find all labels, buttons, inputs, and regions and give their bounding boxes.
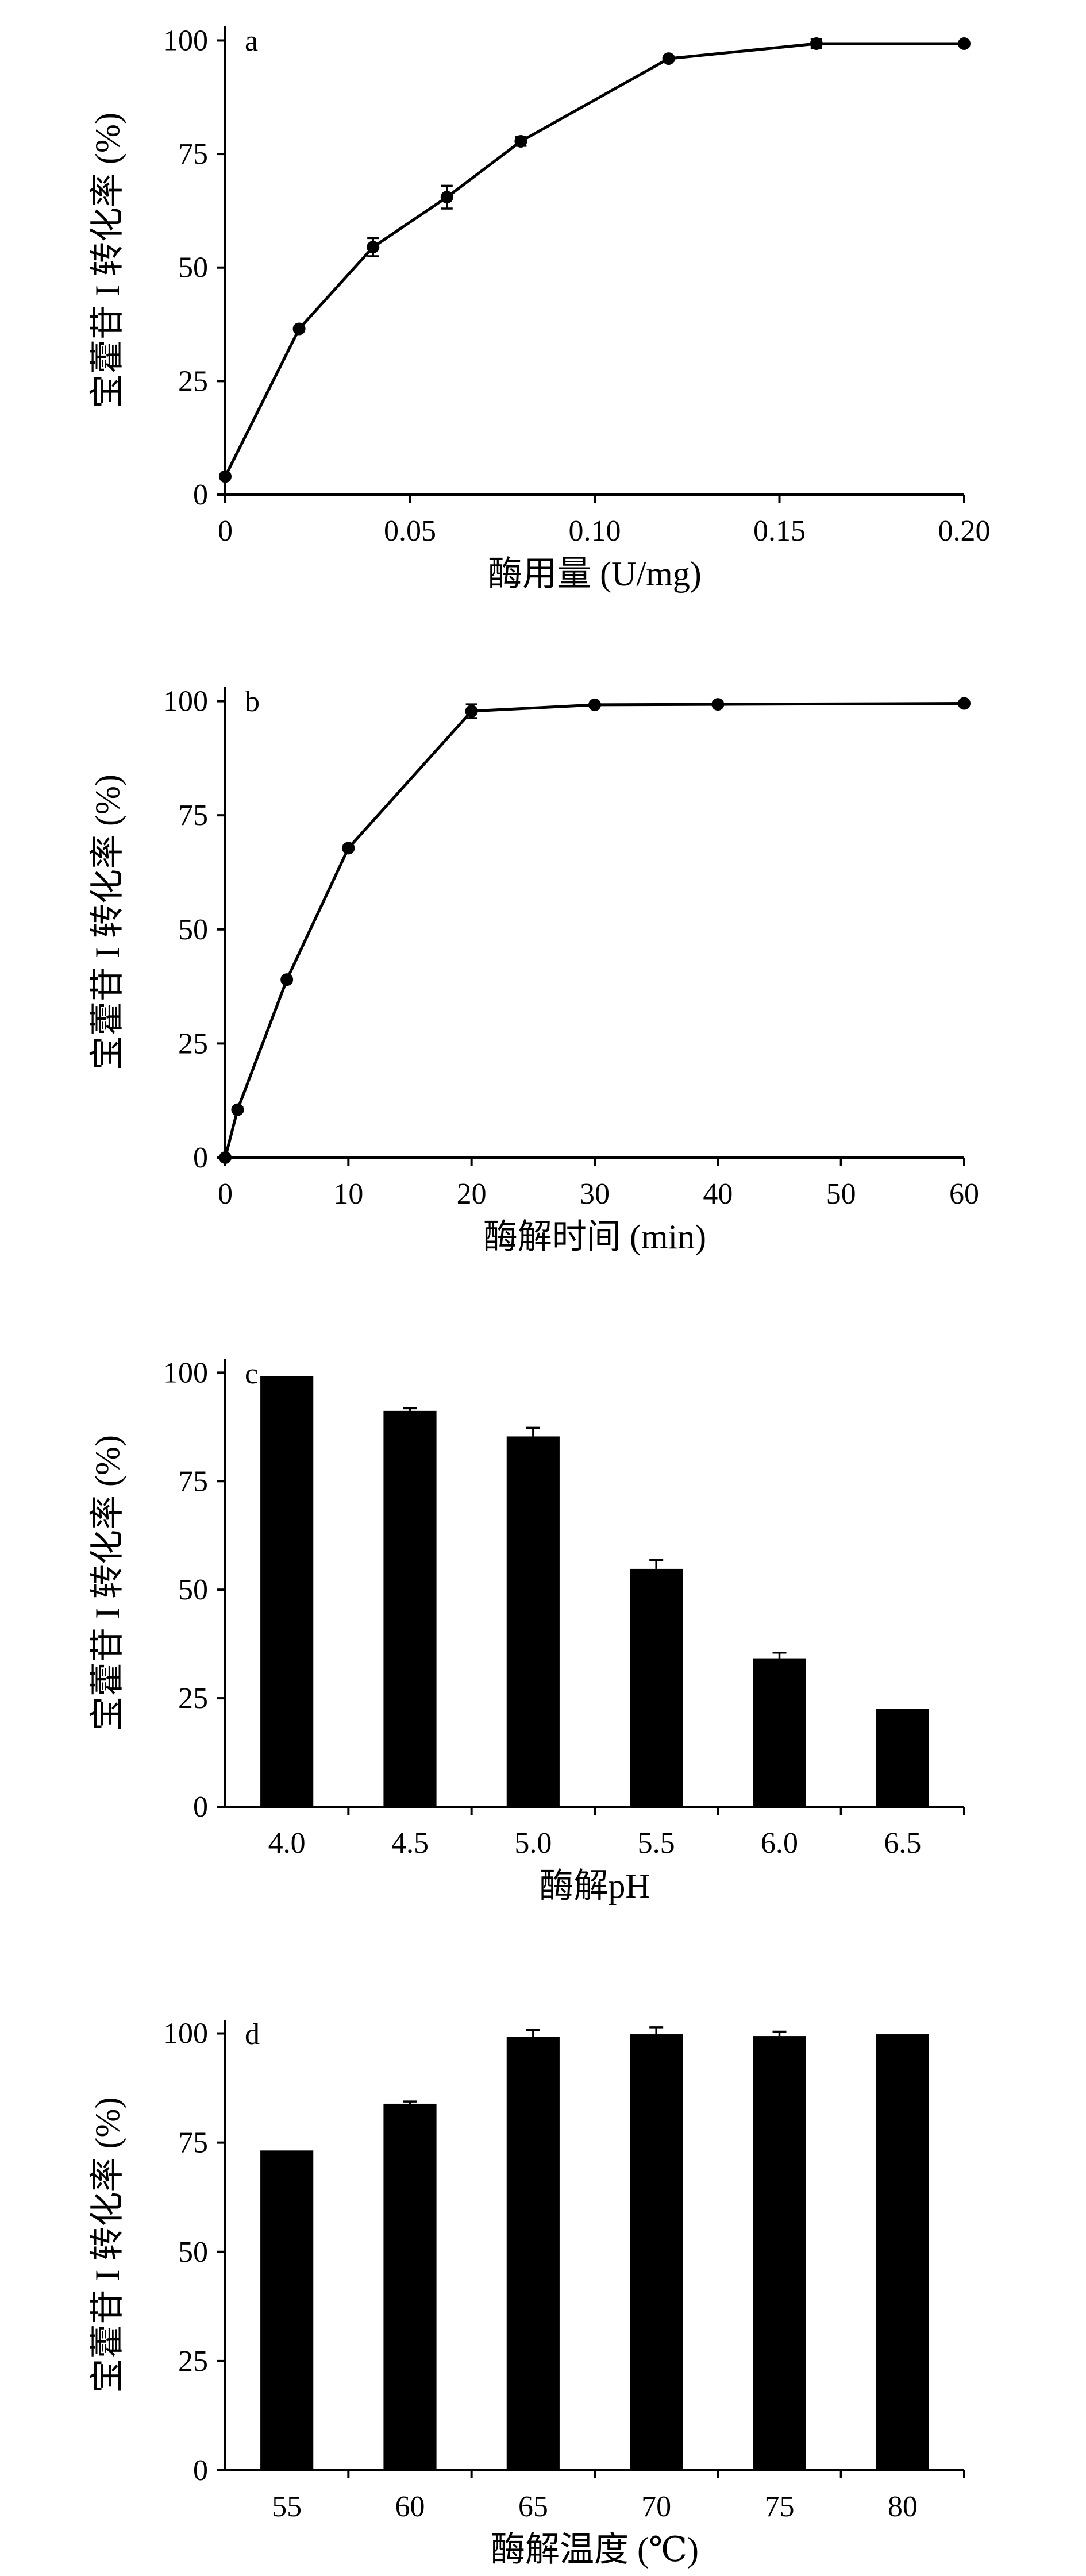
bar (876, 2034, 929, 2470)
panel-b: b 0 25 50 75 100 宝藿苷 I 转化率 (%) 酶解时间 (min) 0 10 20 3… (88, 685, 979, 1256)
panel-c: c 0 25 50 75 100 宝藿苷 I 转化率 (%) 酶解pH 4.0 4.5 5.0 5.5… (88, 1356, 965, 1905)
x-tick-label: 65 (518, 2490, 548, 2523)
bar (630, 1568, 683, 1807)
x-tick-label: 0.20 (938, 515, 991, 547)
bar (753, 1658, 806, 1807)
bar (260, 1376, 314, 1807)
x-axis-label: 酶解pH (539, 1867, 650, 1905)
y-tick-label: 100 (163, 685, 208, 718)
x-tick-label: 0.10 (569, 515, 621, 547)
x-tick-label: 0.05 (384, 515, 436, 547)
x-tick-label: 30 (580, 1178, 610, 1210)
data-point (810, 37, 823, 50)
x-tick-label: 6.5 (884, 1827, 921, 1860)
data-point (588, 698, 601, 711)
series-line (224, 702, 965, 1158)
y-tick-label: 100 (163, 2018, 208, 2050)
x-tick-label: 5.5 (638, 1827, 675, 1860)
x-tick-label: 6.0 (761, 1827, 798, 1860)
x-tick-label: 60 (949, 1178, 979, 1210)
y-tick-label: 0 (193, 1142, 208, 1174)
data-point (465, 705, 478, 718)
y-axis-label: 宝藿苷 I 转化率 (%) (88, 2097, 126, 2393)
y-tick-label: 75 (178, 2127, 208, 2159)
x-axis-label: 酶解温度 (℃) (491, 2531, 699, 2569)
y-tick-label: 0 (193, 1791, 208, 1823)
data-point (958, 37, 971, 50)
y-tick-label: 75 (178, 1465, 208, 1498)
bar (506, 1436, 560, 1807)
y-tick-label: 0 (193, 479, 208, 511)
panel-label: a (245, 25, 258, 57)
panel-label: b (245, 685, 260, 718)
y-tick-label: 0 (193, 2454, 208, 2487)
x-tick-label: 20 (457, 1178, 487, 1210)
x-tick-label: 75 (765, 2490, 795, 2523)
x-tick-label: 80 (888, 2490, 918, 2523)
data-point (514, 134, 527, 148)
data-point (662, 52, 675, 65)
panel-label: d (245, 2018, 260, 2051)
x-tick-label: 0.15 (753, 515, 806, 547)
x-tick-label: 5.0 (514, 1827, 552, 1860)
x-tick-label: 10 (333, 1178, 363, 1210)
x-tick-label: 70 (641, 2490, 671, 2523)
y-tick-label: 25 (178, 365, 208, 398)
bar (383, 1410, 437, 1807)
panel-a: a 0 25 50 75 100 宝藿苷 I 转化率 (%) 酶用量 (U/mg) 0 0.05 0… (88, 24, 991, 593)
x-tick-label: 4.5 (391, 1827, 429, 1860)
y-tick-label: 25 (178, 2345, 208, 2378)
data-point (292, 322, 306, 336)
bar (383, 2103, 437, 2470)
y-tick-label: 25 (178, 1027, 208, 1060)
y-tick-label: 75 (178, 799, 208, 832)
data-point (711, 698, 725, 711)
x-tick-label: 4.0 (268, 1827, 306, 1860)
x-axis-label: 酶解时间 (min) (483, 1218, 706, 1256)
data-point (342, 842, 355, 855)
panel-label: c (245, 1358, 258, 1390)
y-tick-label: 50 (178, 913, 208, 946)
y-tick-label: 50 (178, 1574, 208, 1606)
series-line (224, 42, 964, 477)
data-point (231, 1103, 244, 1116)
x-axis-label: 酶用量 (U/mg) (488, 555, 702, 593)
y-axis-label: 宝藿苷 I 转化率 (%) (88, 113, 126, 408)
x-tick-label: 60 (395, 2490, 425, 2523)
bar (506, 2037, 560, 2470)
bar (630, 2034, 683, 2470)
y-axis-label: 宝藿苷 I 转化率 (%) (88, 774, 126, 1070)
y-tick-label: 75 (178, 138, 208, 171)
x-tick-label: 50 (826, 1178, 856, 1210)
x-tick-label: 55 (272, 2490, 302, 2523)
y-tick-label: 50 (178, 2236, 208, 2269)
bar (260, 2150, 314, 2470)
y-tick-label: 100 (163, 24, 208, 57)
x-tick-label: 0 (218, 1178, 233, 1210)
data-point (367, 241, 380, 254)
y-tick-label: 50 (178, 252, 208, 284)
x-tick-label: 40 (703, 1178, 733, 1210)
x-tick-label: 0 (218, 515, 233, 547)
data-point (958, 697, 971, 710)
panel-d: d 0 25 50 75 100 宝藿苷 I 转化率 (%) 酶解温度 (℃) 55 60 65 70… (88, 2018, 965, 2569)
y-tick-label: 100 (163, 1356, 208, 1389)
data-point (440, 191, 453, 204)
data-point (280, 973, 294, 986)
data-point (219, 1151, 232, 1164)
y-axis-label: 宝藿苷 I 转化率 (%) (88, 1435, 126, 1731)
y-tick-label: 25 (178, 1682, 208, 1715)
bar (876, 1709, 929, 1807)
bar (753, 2036, 806, 2470)
data-point (219, 470, 232, 483)
